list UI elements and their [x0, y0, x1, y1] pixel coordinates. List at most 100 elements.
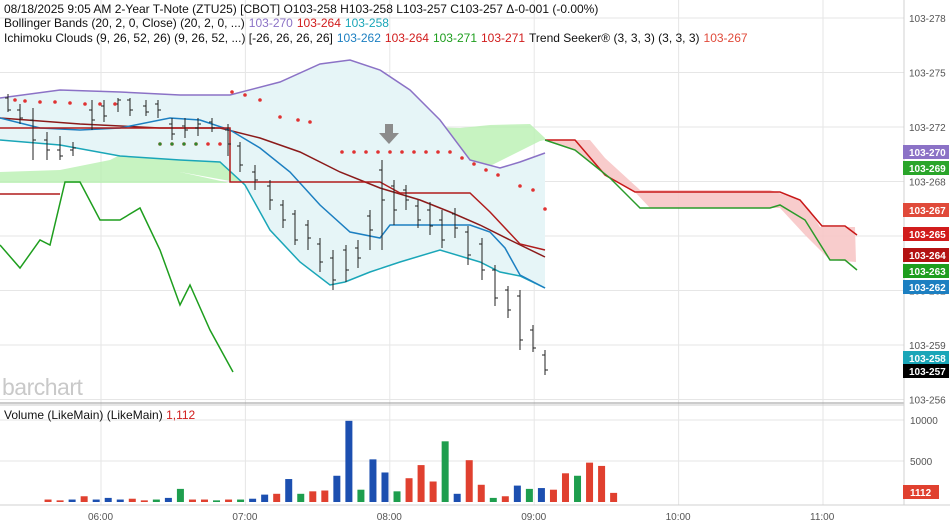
barchart-watermark: barchart	[2, 374, 83, 400]
bollinger-upper-line	[0, 59, 546, 169]
sar-dot	[13, 98, 17, 102]
volume-bar	[381, 472, 389, 502]
volume-bar	[92, 499, 100, 502]
sar-dot	[340, 150, 344, 154]
volume-bar	[429, 481, 437, 502]
sar-dot-green	[182, 142, 186, 146]
sar-dot	[68, 101, 72, 105]
volume-bar	[237, 499, 245, 502]
price-badge-label: 103-263	[909, 267, 946, 278]
price-badge-label: 103-258	[909, 354, 946, 365]
price-badge	[903, 161, 949, 175]
volume-bar	[586, 462, 594, 502]
price-tick-label: 103-278	[909, 14, 946, 25]
volume-bar	[489, 497, 497, 502]
volume-bar	[140, 500, 148, 502]
ichimoku-value-3: 103-271	[432, 31, 477, 45]
sar-dot	[308, 120, 312, 124]
sar-dot	[243, 93, 247, 97]
sar-dot-green	[194, 142, 198, 146]
volume-bar	[176, 488, 184, 502]
price-badge-label: 103-267	[909, 206, 946, 217]
ichimoku-value-2: 103-264	[384, 31, 429, 45]
price-badge	[903, 248, 949, 262]
quote-header: 08/18/2025 9:05 AM 2-Year T-Note (ZTU25)…	[4, 2, 602, 16]
volume-bar	[225, 499, 233, 502]
trend-seeker-value: 103-267	[703, 31, 748, 45]
volume-bar	[213, 500, 221, 502]
sar-dot	[412, 150, 416, 154]
volume-legend[interactable]: Volume (LikeMain) (LikeMain) 1,112	[4, 408, 195, 422]
volume-bar	[369, 459, 377, 502]
volume-bar	[598, 465, 606, 502]
volume-badge-label: 1112	[910, 488, 932, 499]
volume-bar	[152, 499, 160, 502]
price-tick-label: 103-275	[909, 69, 946, 80]
volume-bar	[477, 484, 485, 502]
sar-dot	[424, 150, 428, 154]
volume-bar	[188, 499, 196, 502]
quote-line: 08/18/2025 9:05 AM 2-Year T-Note (ZTU25)…	[4, 2, 599, 16]
volume-bar	[345, 420, 353, 502]
volume-tick-label: 5000	[910, 457, 933, 468]
price-badge	[903, 364, 949, 378]
volume-badge	[903, 485, 939, 499]
price-tick-label: 103-268	[909, 178, 946, 189]
sar-dot	[448, 150, 452, 154]
volume-bar	[561, 473, 569, 502]
volume-bar	[128, 498, 136, 502]
volume-bar	[393, 491, 401, 502]
sar-dot	[388, 150, 392, 154]
volume-bar	[249, 498, 257, 502]
price-badge	[903, 351, 949, 365]
cloud-bear	[545, 140, 856, 262]
sar-dot	[53, 100, 57, 104]
volume-bar	[116, 499, 124, 502]
ichimoku-legend[interactable]: Ichimoku Clouds (9, 26, 52, 26) (9, 26, …	[4, 31, 752, 45]
volume-bar	[273, 493, 281, 502]
volume-bar	[574, 475, 582, 502]
senkou-b-line	[545, 139, 858, 236]
sar-dot	[376, 150, 380, 154]
bollinger-middle-value: 103-264	[296, 16, 341, 30]
time-tick-label: 09:00	[521, 512, 546, 523]
price-badge	[903, 203, 949, 217]
kijun-line	[0, 127, 546, 251]
volume-bar	[56, 500, 64, 502]
price-tick-label: 103-256	[909, 396, 946, 407]
bollinger-upper-value: 103-270	[248, 16, 293, 30]
volume-value: 1,112	[166, 408, 196, 422]
sar-dot	[472, 162, 476, 166]
ichimoku-label: Ichimoku Clouds (9, 26, 52, 26) (9, 26, …	[4, 31, 333, 45]
sar-dot	[206, 142, 210, 146]
sar-dot	[460, 156, 464, 160]
volume-tick-label: 10000	[910, 416, 938, 427]
volume-bar	[549, 489, 557, 502]
bollinger-legend[interactable]: Bollinger Bands (20, 2, 0, Close) (20, 2…	[4, 16, 393, 30]
time-tick-label: 08:00	[377, 512, 402, 523]
indicator-lines	[0, 59, 858, 373]
sar-dot	[230, 90, 234, 94]
sar-dot-green	[158, 142, 162, 146]
sar-dot	[352, 150, 356, 154]
volume-bar	[357, 489, 365, 502]
volume-bar	[285, 479, 293, 502]
volume-bars	[44, 420, 618, 502]
volume-bar	[164, 497, 172, 502]
price-tick-label: 103-259	[909, 341, 946, 352]
chikou-line	[0, 181, 234, 373]
volume-bar	[501, 496, 509, 502]
sar-dot	[543, 207, 547, 211]
price-badge-label: 103-270	[909, 148, 946, 159]
price-badge	[903, 227, 949, 241]
volume-bar	[309, 491, 317, 502]
price-badge-label: 103-264	[909, 251, 946, 262]
price-badge-label: 103-265	[909, 230, 946, 241]
volume-bar	[44, 499, 52, 502]
sar-dot	[436, 150, 440, 154]
time-axis: 06:00 07:00 08:00 09:00 10:00 11:00	[88, 512, 835, 523]
sar-dots	[13, 90, 547, 211]
volume-bar	[321, 490, 329, 502]
price-badge-label: 103-269	[909, 164, 946, 175]
